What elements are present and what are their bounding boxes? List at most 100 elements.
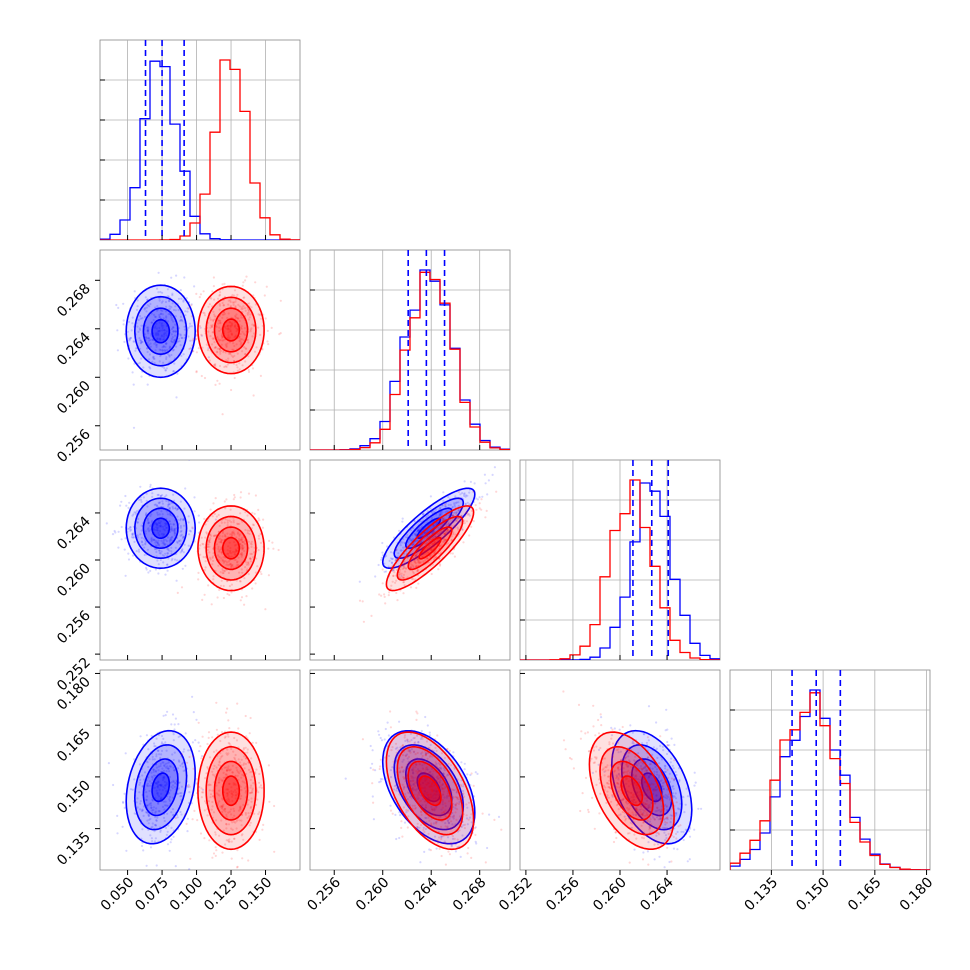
sample-point	[216, 351, 219, 354]
sample-point	[165, 357, 168, 361]
sample-point	[159, 312, 162, 315]
sample-point	[227, 768, 230, 772]
sample-point	[198, 750, 201, 753]
sample-point	[653, 858, 656, 861]
sample-point	[233, 336, 236, 339]
sample-point	[229, 563, 232, 566]
sample-point	[167, 761, 171, 764]
sample-point	[220, 557, 223, 560]
sample-point	[243, 755, 246, 758]
contour-1	[205, 515, 257, 581]
sample-point	[439, 514, 442, 517]
sample-point	[146, 519, 149, 522]
sample-point	[156, 785, 159, 788]
y-tick-label: 0.268	[54, 281, 94, 321]
sample-point	[144, 333, 147, 336]
sample-point	[220, 806, 223, 809]
sample-point	[236, 532, 239, 535]
sample-point	[253, 512, 256, 516]
sample-point	[425, 535, 428, 538]
sample-point	[149, 485, 152, 488]
sample-point	[147, 571, 150, 574]
sample-point	[179, 319, 182, 322]
sample-point	[205, 343, 208, 346]
sample-point	[158, 521, 161, 524]
sample-point	[233, 736, 236, 740]
sample-point	[158, 530, 161, 533]
sample-point	[217, 564, 220, 567]
sample-point	[441, 524, 444, 528]
sample-point	[418, 763, 421, 766]
sample-point	[377, 730, 380, 733]
sample-point	[395, 789, 398, 792]
sample-point	[461, 834, 464, 837]
sample-point	[434, 550, 437, 553]
sample-point	[176, 540, 179, 544]
sample-point	[247, 812, 250, 815]
sample-point	[456, 526, 459, 529]
sample-point	[385, 570, 388, 573]
sample-point	[166, 767, 169, 770]
sample-point	[404, 536, 407, 539]
sample-point	[378, 733, 381, 736]
sample-point	[155, 344, 158, 347]
sample-point	[156, 305, 159, 308]
sample-point	[240, 596, 244, 599]
sample-point	[216, 379, 219, 382]
sample-point	[221, 807, 224, 810]
sample-point	[156, 524, 159, 527]
sample-point	[222, 803, 225, 806]
sample-point	[227, 752, 230, 755]
sample-point	[161, 494, 164, 497]
sample-point	[188, 460, 191, 461]
sample-point	[451, 788, 454, 791]
sample-point	[219, 548, 222, 551]
sample-point	[210, 603, 213, 606]
sample-point	[231, 828, 234, 831]
sample-point	[203, 312, 206, 315]
sample-point	[233, 496, 236, 499]
sample-point	[152, 313, 156, 316]
sample-point	[169, 513, 172, 517]
sample-point	[162, 344, 165, 348]
sample-point	[152, 768, 155, 772]
contour-1	[396, 515, 464, 581]
sample-point	[435, 749, 438, 753]
sample-point	[672, 847, 676, 850]
sample-point	[374, 575, 377, 578]
sample-point	[693, 828, 696, 831]
sample-point	[139, 341, 142, 344]
sample-point	[120, 500, 123, 503]
sample-point	[166, 843, 170, 846]
sample-point	[211, 770, 214, 773]
sample-point	[470, 772, 473, 775]
sample-point	[172, 370, 175, 373]
sample-point	[220, 334, 223, 337]
sample-point	[423, 800, 426, 803]
sample-point	[435, 762, 438, 766]
sample-point	[426, 768, 429, 771]
sample-point	[182, 300, 185, 303]
sample-point	[164, 552, 167, 555]
sample-point	[428, 747, 431, 750]
sample-point	[446, 836, 450, 839]
sample-point	[237, 523, 240, 526]
sample-point	[426, 781, 429, 784]
sample-point	[425, 515, 428, 519]
sample-point	[425, 752, 428, 755]
sample-point	[131, 532, 134, 536]
sample-point	[392, 574, 395, 578]
sample-point	[225, 345, 228, 348]
sample-point	[223, 766, 226, 769]
sample-point	[427, 782, 431, 785]
sample-point	[414, 533, 417, 536]
sample-point	[240, 538, 243, 541]
sample-point	[468, 514, 471, 517]
sample-point	[157, 334, 160, 337]
sample-point	[187, 326, 190, 330]
sample-point	[215, 325, 218, 328]
sample-point	[172, 758, 175, 762]
sample-point	[155, 334, 158, 337]
sample-point	[246, 751, 249, 754]
sample-point	[225, 769, 228, 772]
